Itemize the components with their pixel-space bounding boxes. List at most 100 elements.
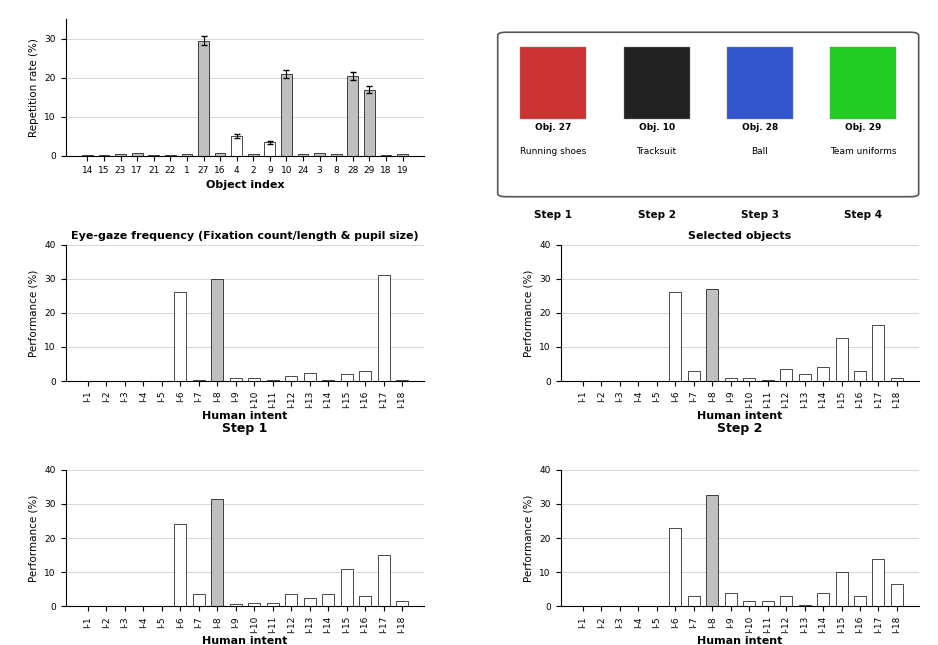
Bar <box>148 155 159 156</box>
Bar <box>281 74 292 156</box>
Bar <box>798 374 810 381</box>
Bar <box>82 155 93 156</box>
Title: Eye-gaze frequency (Fixation count/length & pupil size): Eye-gaze frequency (Fixation count/lengt… <box>71 231 418 241</box>
FancyBboxPatch shape <box>727 47 793 119</box>
Bar <box>872 559 885 606</box>
Bar <box>182 154 192 156</box>
Y-axis label: Performance (%): Performance (%) <box>523 494 534 582</box>
Bar <box>193 380 204 381</box>
Bar <box>174 292 187 381</box>
Bar <box>347 76 358 156</box>
Bar <box>854 371 866 381</box>
Bar <box>817 368 829 381</box>
Bar <box>854 596 866 606</box>
Bar <box>230 604 242 606</box>
Bar <box>891 378 903 381</box>
Text: Step 1: Step 1 <box>535 210 572 220</box>
Bar <box>891 584 903 606</box>
Bar <box>377 555 389 606</box>
Text: Obj. 29: Obj. 29 <box>845 123 881 132</box>
Bar <box>762 601 774 606</box>
X-axis label: Human intent: Human intent <box>697 411 782 421</box>
Text: Obj. 27: Obj. 27 <box>536 123 571 132</box>
Bar <box>249 603 260 606</box>
Bar <box>872 325 885 381</box>
Bar <box>115 154 126 156</box>
Bar <box>706 495 719 606</box>
Bar <box>396 380 408 381</box>
Bar <box>780 369 792 381</box>
Text: Obj. 10: Obj. 10 <box>639 123 674 132</box>
FancyBboxPatch shape <box>830 47 896 119</box>
Bar <box>215 153 225 156</box>
Bar <box>98 155 110 156</box>
Bar <box>669 292 681 381</box>
Bar <box>131 153 143 156</box>
Bar <box>304 373 316 381</box>
Bar <box>377 275 389 381</box>
X-axis label: Human intent: Human intent <box>203 411 288 421</box>
Bar <box>359 596 371 606</box>
Bar <box>836 572 848 606</box>
Bar <box>165 155 175 156</box>
Bar <box>211 279 223 381</box>
Bar <box>381 155 391 156</box>
Bar <box>249 378 260 381</box>
Bar <box>230 379 242 381</box>
Bar <box>725 379 736 381</box>
Bar <box>285 376 297 381</box>
Title: Selected objects: Selected objects <box>688 231 792 241</box>
Bar <box>669 528 681 606</box>
Y-axis label: Repetition rate (%): Repetition rate (%) <box>29 38 38 137</box>
Bar <box>297 154 309 156</box>
Bar <box>364 90 375 156</box>
Text: Step 2: Step 2 <box>638 210 675 220</box>
Text: Running shoes: Running shoes <box>521 148 586 156</box>
Bar <box>762 380 774 381</box>
Text: Step 2: Step 2 <box>718 422 763 435</box>
FancyBboxPatch shape <box>624 47 689 119</box>
Bar <box>397 154 408 156</box>
Bar <box>285 594 297 606</box>
Bar <box>331 154 341 156</box>
Bar <box>688 371 700 381</box>
Bar <box>314 153 325 156</box>
X-axis label: Object index: Object index <box>205 180 284 190</box>
Bar <box>198 41 209 156</box>
Text: Step 4: Step 4 <box>844 210 882 220</box>
Bar <box>706 289 719 381</box>
Bar <box>266 380 279 381</box>
Text: Obj. 28: Obj. 28 <box>742 123 778 132</box>
Bar <box>193 594 204 606</box>
Bar <box>743 378 755 381</box>
Bar <box>211 499 223 606</box>
Y-axis label: Performance (%): Performance (%) <box>523 269 534 357</box>
Bar <box>688 596 700 606</box>
Bar <box>322 380 334 381</box>
Text: Ball: Ball <box>751 148 768 156</box>
Y-axis label: Performance (%): Performance (%) <box>29 494 38 582</box>
Bar <box>232 136 242 156</box>
Bar <box>265 142 275 156</box>
Bar <box>340 374 353 381</box>
Bar <box>322 594 334 606</box>
Y-axis label: Performance (%): Performance (%) <box>29 269 38 357</box>
Bar <box>304 598 316 606</box>
Bar <box>780 596 792 606</box>
Bar <box>248 154 259 156</box>
X-axis label: Human intent: Human intent <box>697 636 782 645</box>
Bar <box>359 371 371 381</box>
Bar <box>340 569 353 606</box>
Text: Step 1: Step 1 <box>222 422 267 435</box>
Bar <box>174 524 187 606</box>
FancyBboxPatch shape <box>498 32 918 197</box>
Text: Tracksuit: Tracksuit <box>637 148 676 156</box>
Bar <box>743 601 755 606</box>
Bar <box>798 605 810 606</box>
Bar <box>836 339 848 381</box>
Text: Step 3: Step 3 <box>741 210 779 220</box>
FancyBboxPatch shape <box>521 47 586 119</box>
X-axis label: Human intent: Human intent <box>203 636 288 645</box>
Bar <box>266 603 279 606</box>
Bar <box>396 601 408 606</box>
